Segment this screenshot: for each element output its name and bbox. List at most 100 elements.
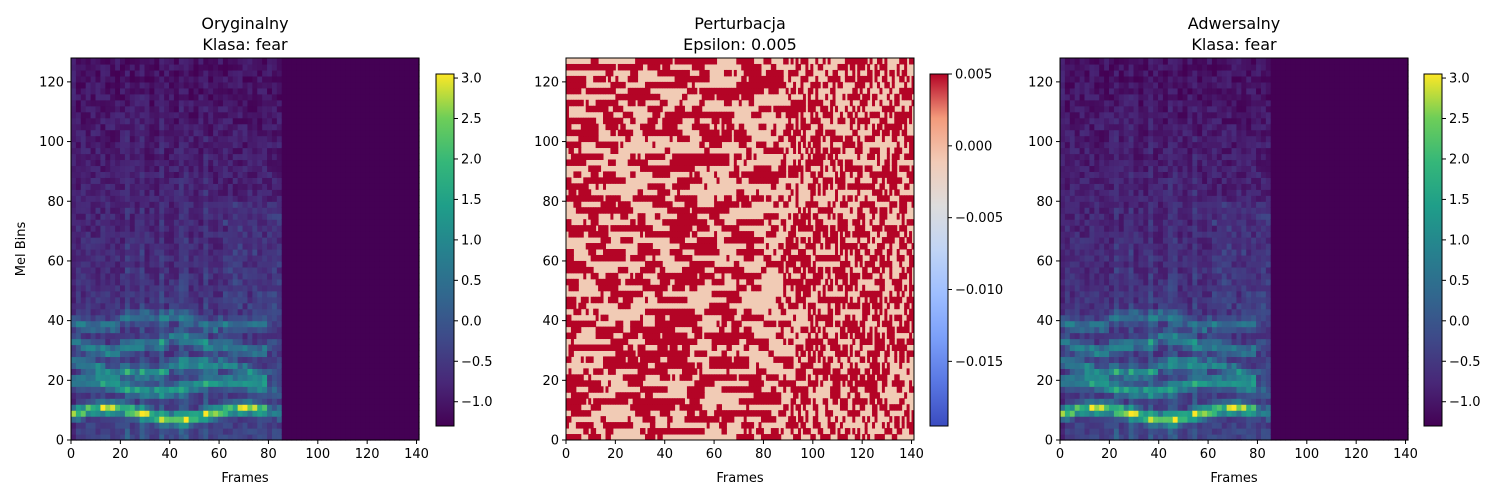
heatmap-cell (110, 81, 116, 89)
heatmap-cell (325, 308, 332, 316)
heatmap-cell (345, 314, 351, 322)
heatmap-cell (237, 135, 244, 143)
heatmap-cell (232, 129, 239, 137)
heatmap-cell (345, 99, 351, 107)
heatmap-cell (399, 302, 405, 310)
heatmap-cell (237, 260, 244, 268)
heatmap-cell (267, 278, 273, 286)
heatmap-cell (844, 428, 848, 435)
heatmap-cell (198, 135, 204, 143)
heatmap-cell (75, 404, 82, 411)
heatmap-cell (90, 326, 97, 334)
heatmap-cell (134, 338, 141, 346)
heatmap-cell (252, 260, 258, 268)
heatmap-cell (208, 153, 214, 161)
heatmap-cell (242, 254, 249, 262)
heatmap-cell (330, 135, 337, 143)
heatmap-cell (281, 123, 288, 131)
heatmap-cell (281, 195, 288, 202)
heatmap-cell (374, 105, 381, 113)
heatmap-cell (222, 195, 229, 202)
heatmap-cell (154, 141, 160, 149)
heatmap-cell (227, 105, 234, 113)
heatmap-cell (399, 266, 405, 274)
heatmap-cell (316, 326, 322, 334)
heatmap-cell (178, 410, 185, 417)
heatmap-cell (384, 81, 391, 89)
heatmap-cell (267, 404, 273, 411)
heatmap-cell (301, 332, 307, 340)
heatmap-cell (355, 308, 361, 316)
heatmap-cell (627, 416, 631, 423)
heatmap-cell (384, 362, 391, 369)
heatmap-cell (301, 380, 307, 387)
heatmap-cell (105, 398, 111, 405)
heatmap-cell (129, 260, 136, 268)
heatmap-cell (340, 165, 347, 173)
heatmap-cell (129, 69, 136, 77)
heatmap-cell (369, 422, 376, 429)
heatmap-cell (139, 422, 146, 429)
heatmap-cell (85, 189, 92, 196)
heatmap-cell (203, 93, 209, 101)
heatmap-cell (247, 147, 253, 155)
heatmap-cell (365, 338, 371, 346)
heatmap-cell (379, 338, 386, 346)
heatmap-cell (262, 410, 268, 417)
heatmap-cell (252, 296, 258, 304)
heatmap-cell (262, 404, 268, 411)
heatmap-cell (379, 165, 386, 173)
heatmap-cell (115, 153, 121, 161)
heatmap-cell (394, 398, 400, 405)
heatmap-cell (134, 231, 141, 238)
heatmap-cell (316, 314, 322, 322)
heatmap-cell (365, 75, 371, 83)
heatmap-cell (257, 207, 263, 214)
heatmap-cell (232, 410, 239, 417)
heatmap-cell (394, 278, 400, 286)
heatmap-cell (640, 428, 644, 435)
heatmap-cell (115, 189, 121, 196)
heatmap-cell (247, 314, 253, 322)
heatmap-cell (820, 428, 824, 435)
heatmap-cell (365, 344, 371, 352)
heatmap-cell (154, 105, 160, 113)
heatmap-cell (291, 434, 298, 441)
heatmap-cell (129, 195, 136, 202)
heatmap-cell (120, 326, 126, 334)
colorbar-tick-label: 1.5 (461, 193, 482, 208)
heatmap-cell (281, 398, 288, 405)
heatmap-cell (325, 249, 332, 256)
heatmap-cell (360, 153, 366, 161)
heatmap-cell (183, 117, 190, 125)
heatmap-cell (404, 201, 410, 208)
heatmap-cell (213, 165, 219, 173)
heatmap-cell (95, 320, 102, 328)
heatmap-cell (286, 362, 293, 369)
heatmap-cell (389, 284, 396, 292)
heatmap-cell (95, 380, 102, 387)
heatmap-cell (271, 129, 278, 137)
heatmap-cell (404, 398, 410, 405)
heatmap-cell (296, 374, 302, 381)
heatmap-cell (365, 105, 371, 113)
heatmap-cell (355, 249, 361, 256)
heatmap-cell (271, 296, 278, 304)
heatmap-cell (237, 308, 244, 316)
heatmap-cell (222, 428, 229, 435)
heatmap-cell (208, 368, 214, 375)
heatmap-cell (124, 362, 131, 369)
heatmap-cell (164, 189, 170, 196)
heatmap-cell (183, 314, 190, 322)
heatmap-cell (164, 81, 170, 89)
heatmap-cell (252, 147, 258, 155)
heatmap-cell (335, 350, 342, 358)
heatmap-cell (188, 422, 195, 429)
heatmap-cell (276, 386, 283, 393)
heatmap-cell (593, 434, 597, 441)
heatmap-cell (306, 296, 312, 304)
heatmap-cell (820, 434, 824, 441)
heatmap-cell (154, 135, 160, 143)
heatmap-cell (154, 219, 160, 226)
heatmap-cell (237, 362, 244, 369)
